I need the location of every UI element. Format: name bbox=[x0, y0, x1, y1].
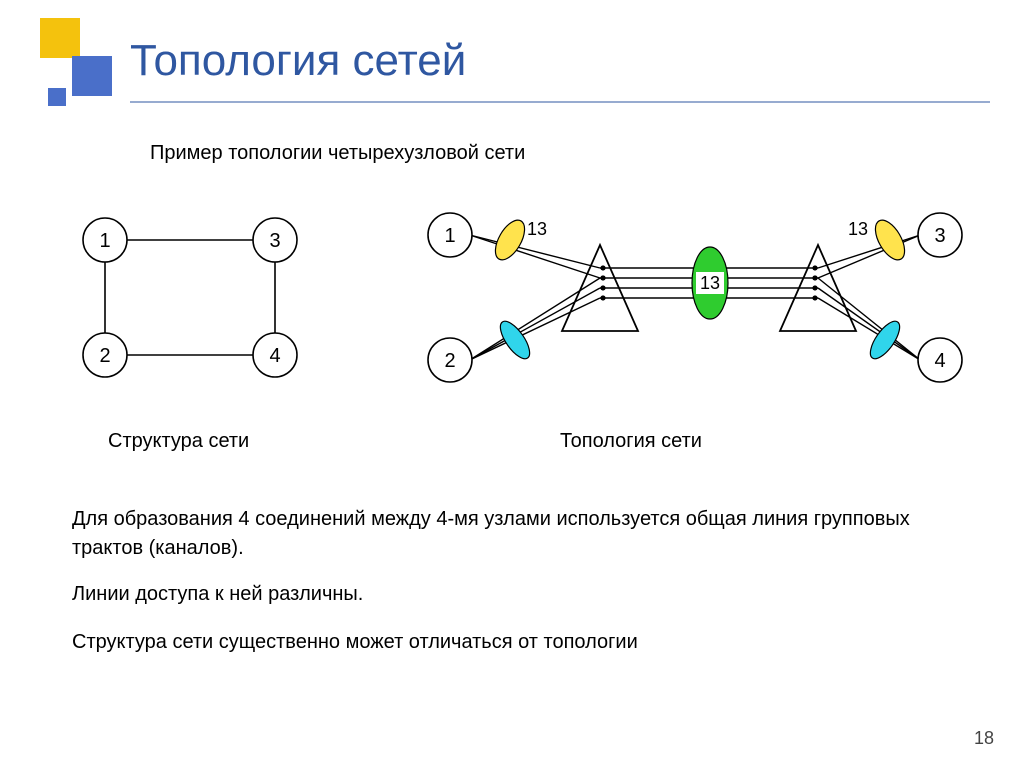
paragraph-2: Линии доступа к ней различны. bbox=[72, 580, 964, 609]
page-number: 18 bbox=[974, 728, 994, 749]
svg-text:4: 4 bbox=[934, 350, 945, 372]
paragraph-3: Структура сети существенно может отличат… bbox=[72, 628, 964, 657]
svg-text:13: 13 bbox=[527, 219, 547, 239]
svg-text:4: 4 bbox=[269, 345, 280, 367]
svg-text:3: 3 bbox=[269, 230, 280, 252]
svg-text:2: 2 bbox=[444, 350, 455, 372]
svg-text:3: 3 bbox=[934, 225, 945, 247]
svg-text:1: 1 bbox=[444, 225, 455, 247]
topology-caption: Топология сети bbox=[560, 430, 702, 453]
topology-diagram: 13 13 13 1 2 3 4 bbox=[420, 210, 980, 410]
svg-text:1: 1 bbox=[99, 230, 110, 252]
svg-text:13: 13 bbox=[848, 219, 868, 239]
structure-diagram: 1 3 2 4 bbox=[55, 210, 335, 410]
slide-title: Топология сетей bbox=[130, 36, 466, 86]
structure-caption: Структура сети bbox=[108, 430, 249, 453]
slide-subtitle: Пример топологии четырехузловой сети bbox=[150, 142, 525, 165]
svg-text:13: 13 bbox=[700, 273, 720, 293]
paragraph-1: Для образования 4 соединений между 4-мя … bbox=[72, 505, 964, 563]
svg-text:2: 2 bbox=[99, 345, 110, 367]
